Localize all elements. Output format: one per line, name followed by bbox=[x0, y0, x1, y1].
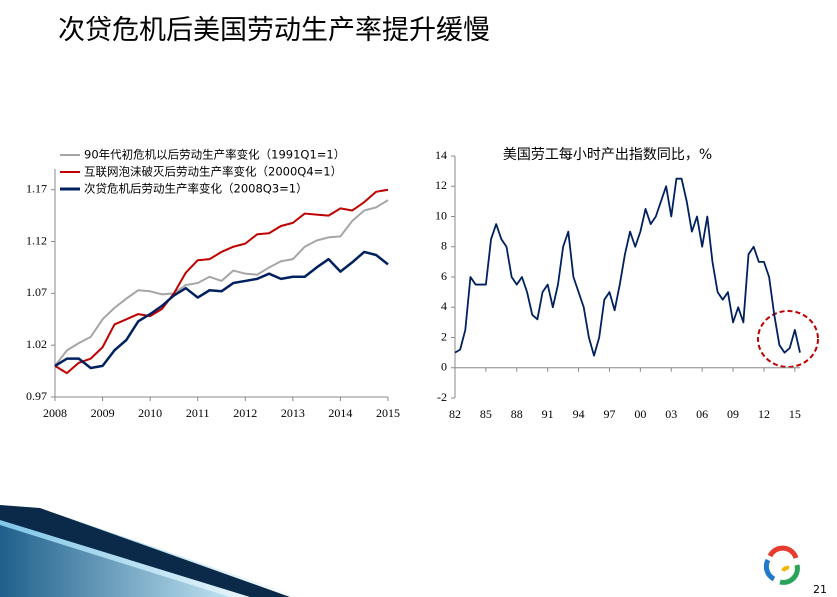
y-tick-label: 4 bbox=[441, 299, 447, 313]
x-tick-label: 2009 bbox=[91, 406, 115, 420]
decor bbox=[0, 525, 230, 597]
chart-title: 美国劳工每小时产出指数同比，% bbox=[503, 147, 712, 163]
y-tick-label: 2 bbox=[441, 329, 447, 343]
x-tick-label: 2015 bbox=[376, 406, 400, 420]
x-tick-label: 09 bbox=[727, 407, 739, 421]
data-line bbox=[54, 199, 389, 367]
x-tick-label: 2010 bbox=[138, 406, 162, 420]
x-tick-label: 2011 bbox=[186, 406, 210, 420]
legend-label: 90年代初危机以后劳动生产率变化（1991Q1=1） bbox=[84, 148, 345, 162]
y-tick-label: 14 bbox=[435, 148, 447, 162]
x-tick-label: 88 bbox=[511, 407, 523, 421]
y-tick-label: 0 bbox=[441, 360, 447, 374]
y-tick-label: 8 bbox=[441, 239, 447, 253]
y-tick-label: 10 bbox=[435, 208, 447, 222]
logo bbox=[763, 545, 800, 585]
page-number: 21 bbox=[813, 583, 827, 596]
highlight-circle bbox=[757, 310, 819, 368]
y-tick-label: 1.17 bbox=[26, 181, 47, 195]
data-line bbox=[54, 250, 389, 370]
x-tick-label: 00 bbox=[634, 407, 646, 421]
x-tick-label: 15 bbox=[789, 407, 801, 421]
y-tick-label: 1.07 bbox=[26, 285, 47, 299]
x-tick-label: 06 bbox=[696, 407, 708, 421]
x-tick-label: 82 bbox=[449, 407, 461, 421]
x-tick-label: 2014 bbox=[328, 406, 352, 420]
x-tick-label: 2013 bbox=[281, 406, 305, 420]
y-tick-label: 1.02 bbox=[26, 337, 47, 351]
y-tick-label: 0.97 bbox=[26, 389, 47, 403]
data-line bbox=[454, 177, 801, 357]
x-tick-label: 03 bbox=[665, 407, 677, 421]
x-tick-label: 85 bbox=[480, 407, 492, 421]
x-tick-label: 2012 bbox=[233, 406, 257, 420]
slide-title: 次贷危机后美国劳动生产率提升缓慢 bbox=[58, 15, 490, 45]
x-tick-label: 2008 bbox=[43, 406, 67, 420]
y-tick-label: 1.12 bbox=[26, 233, 47, 247]
x-tick-label: 94 bbox=[573, 407, 585, 421]
x-tick-label: 12 bbox=[758, 407, 770, 421]
x-tick-label: 91 bbox=[542, 407, 554, 421]
y-tick-label: 12 bbox=[435, 178, 447, 192]
x-tick-label: 97 bbox=[603, 407, 615, 421]
legend-label: 互联网泡沫破灭后劳动生产率变化（2000Q4=1） bbox=[84, 165, 342, 179]
data-line bbox=[54, 188, 389, 375]
y-tick-label: 6 bbox=[441, 269, 447, 283]
decor bbox=[0, 505, 290, 597]
y-tick-label: -2 bbox=[437, 390, 447, 404]
legend-label: 次贷危机后劳动生产率变化（2008Q3=1） bbox=[84, 182, 308, 196]
